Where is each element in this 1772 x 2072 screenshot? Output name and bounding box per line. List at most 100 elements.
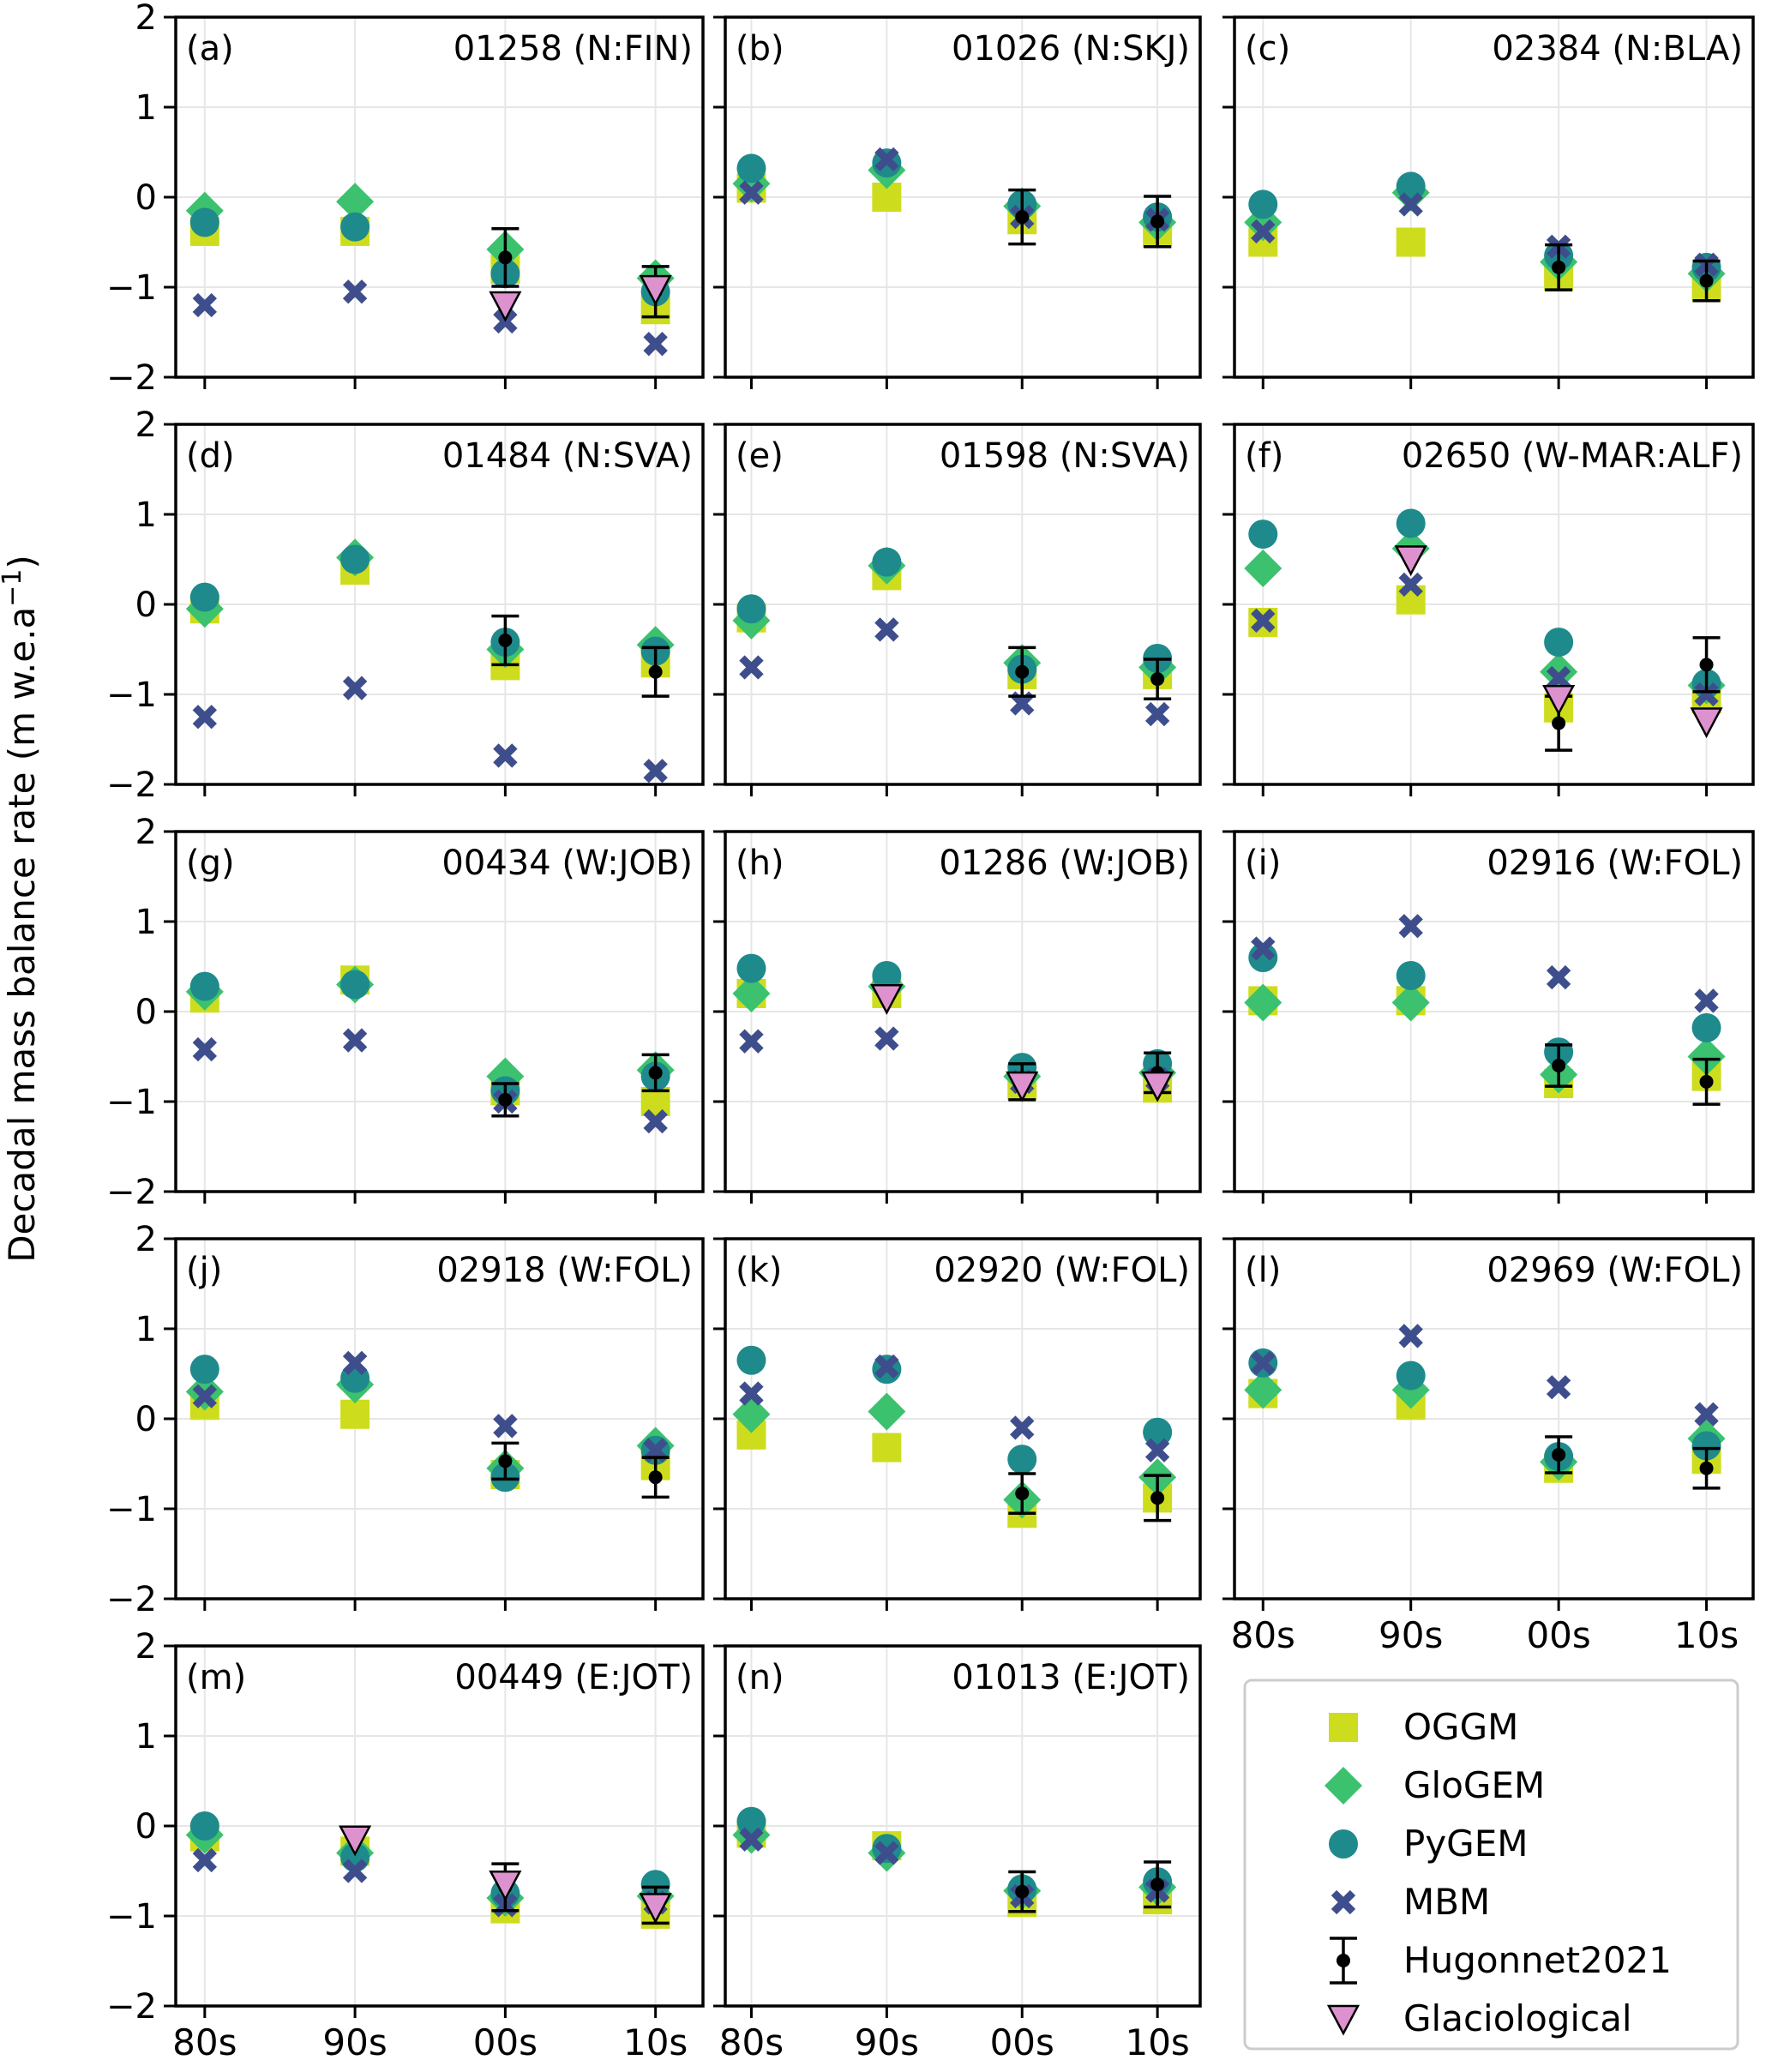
legend-oggm-marker xyxy=(1329,1713,1358,1742)
panel-letter: (n) xyxy=(736,1658,784,1697)
y-axis-label-superscript: −1 xyxy=(0,569,27,607)
pygem-marker xyxy=(1248,943,1278,972)
panel-letter: (b) xyxy=(736,29,784,69)
y-axis-label-close: ) xyxy=(1,555,43,568)
pygem-marker xyxy=(189,971,219,1001)
hugonnet-marker-point xyxy=(1552,1448,1566,1462)
mbm-marker xyxy=(342,676,368,700)
pygem-marker xyxy=(1248,189,1278,219)
panel-frame xyxy=(174,423,705,786)
mbm-marker xyxy=(874,1841,899,1865)
hugonnet-marker-point xyxy=(498,1454,513,1468)
x-tick-label: 00s xyxy=(990,2021,1054,2063)
legend-label: Hugonnet2021 xyxy=(1403,1939,1672,1981)
glaciological-marker xyxy=(1006,1071,1039,1102)
hugonnet-marker-point xyxy=(1015,1884,1030,1899)
y-tick-label: 1 xyxy=(135,1717,157,1757)
oggm-marker xyxy=(1396,227,1426,257)
panel-frame xyxy=(174,1237,705,1601)
legend-pygem-marker xyxy=(1329,1829,1358,1859)
oggm-marker xyxy=(340,1399,370,1429)
hugonnet-marker xyxy=(1692,1057,1721,1106)
x-tick-label: 90s xyxy=(855,2021,919,2063)
legend-label: GloGEM xyxy=(1403,1764,1545,1806)
hugonnet-marker-point xyxy=(1150,1877,1165,1892)
hugonnet-marker xyxy=(641,1456,670,1499)
panel-letter: (k) xyxy=(736,1251,782,1290)
glaciological-marker xyxy=(870,984,904,1015)
x-tick-label: 00s xyxy=(1526,1614,1590,1656)
mbm-marker xyxy=(342,1028,368,1053)
panel-title: 01026 (N:SKJ) xyxy=(952,29,1190,69)
legend-item-glogem: GloGEM xyxy=(1324,1764,1545,1806)
x-tick-label: 80s xyxy=(172,2021,237,2063)
mbm-marker xyxy=(1694,988,1719,1013)
panel-title: 00449 (E:JOT) xyxy=(454,1658,693,1697)
legend-glogem-marker xyxy=(1324,1767,1362,1805)
pygem-marker xyxy=(872,961,902,990)
pygem-marker xyxy=(340,544,370,574)
mbm-marker xyxy=(739,655,764,680)
legend-label: Glaciological xyxy=(1403,1997,1632,2039)
panel-letter: (e) xyxy=(736,436,784,476)
mbm-marker xyxy=(1398,1324,1423,1348)
mbm-marker xyxy=(643,331,668,357)
legend-item-mbm: MBM xyxy=(1331,1881,1490,1923)
glogem-marker xyxy=(1244,550,1282,587)
mbm-marker xyxy=(1144,1438,1170,1462)
pygem-marker xyxy=(189,1354,219,1384)
y-tick-label: −1 xyxy=(106,1490,157,1529)
panel-i: (i) 02916 (W:FOL) xyxy=(1222,830,1755,1204)
glogem-marker xyxy=(732,975,771,1012)
panel-title: 01484 (N:SVA) xyxy=(442,436,693,476)
pygem-marker xyxy=(736,953,766,983)
panel-title: 01286 (W:JOB) xyxy=(939,844,1190,883)
panel-c: (c) 02384 (N:BLA) xyxy=(1222,15,1755,389)
glaciological-marker xyxy=(489,1871,522,1901)
hugonnet-marker-point xyxy=(1150,214,1165,229)
y-tick-label: 2 xyxy=(135,0,157,38)
pygem-marker xyxy=(736,1345,766,1375)
glogem-marker xyxy=(1244,1371,1282,1409)
panel-title: 02916 (W:FOL) xyxy=(1487,844,1743,883)
legend-hugonnet-marker xyxy=(1330,1937,1357,1985)
panel-letter: (g) xyxy=(186,844,235,883)
pygem-marker xyxy=(1396,508,1426,538)
hugonnet-marker-point xyxy=(1015,210,1030,225)
panel-letter: (h) xyxy=(736,844,784,883)
y-tick-label: −1 xyxy=(106,268,157,308)
panel-title: 02650 (W-MAR:ALF) xyxy=(1402,436,1743,476)
mbm-marker xyxy=(1251,936,1276,961)
glogem-marker xyxy=(732,1395,771,1433)
panel-a: 2 1 0 −1 −2 (a) 01258 (N:FIN) xyxy=(106,0,705,398)
panel-frame xyxy=(174,830,705,1193)
mbm-marker xyxy=(192,1384,218,1408)
panel-title: 00434 (W:JOB) xyxy=(441,844,693,883)
panel-frame xyxy=(174,15,705,379)
hugonnet-marker-point xyxy=(498,1092,513,1107)
mbm-marker xyxy=(643,1108,668,1134)
hugonnet-marker-point xyxy=(1699,1074,1714,1089)
mbm-marker xyxy=(1546,1375,1571,1400)
pygem-marker xyxy=(340,970,370,1000)
hugonnet-marker xyxy=(491,1441,520,1481)
mbm-marker xyxy=(1144,701,1170,727)
panel-frame xyxy=(724,1237,1202,1601)
panel-frame xyxy=(1233,15,1755,379)
panel-frame xyxy=(724,1644,1202,2008)
pygem-marker xyxy=(1248,520,1278,550)
hugonnet-marker-point xyxy=(648,1470,663,1485)
mbm-marker xyxy=(1694,1402,1719,1426)
hugonnet-marker xyxy=(1545,243,1573,291)
hugonnet-marker xyxy=(1144,195,1172,249)
hugonnet-marker xyxy=(491,614,520,667)
hugonnet-marker xyxy=(641,646,670,698)
panel-letter: (j) xyxy=(186,1251,222,1290)
hugonnet-marker xyxy=(1144,658,1172,700)
y-tick-label: −2 xyxy=(106,766,157,805)
hugonnet-marker-point xyxy=(1552,260,1566,274)
panel-frame xyxy=(1233,830,1755,1193)
panel-frame xyxy=(1233,423,1755,786)
hugonnet-marker xyxy=(1008,1472,1036,1515)
